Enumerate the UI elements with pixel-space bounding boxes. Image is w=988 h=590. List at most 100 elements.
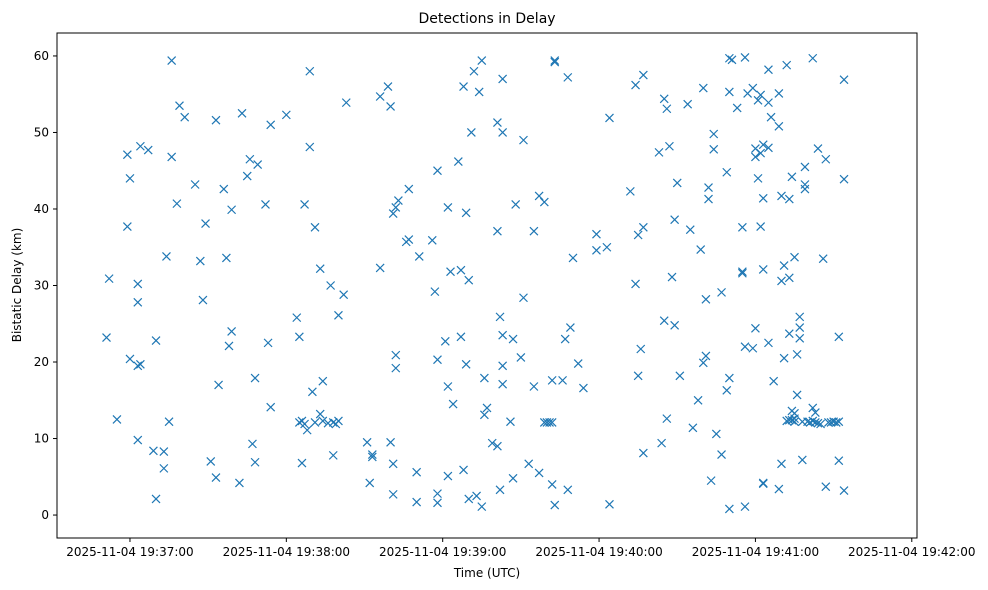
data-point-marker: [795, 323, 805, 333]
data-point-marker: [266, 402, 276, 412]
x-tick-label: 2025-11-04 19:41:00: [692, 545, 819, 559]
plot-area-frame: [56, 32, 918, 539]
data-point-marker: [563, 485, 573, 495]
data-point-marker: [227, 326, 237, 336]
data-point-marker: [774, 89, 784, 98]
data-point-marker: [698, 83, 708, 93]
x-tick-label: 2025-11-04 19:42:00: [848, 545, 975, 559]
data-point-marker: [300, 419, 310, 429]
data-point-marker: [568, 253, 578, 263]
data-point-marker: [792, 390, 802, 400]
data-point-marker: [605, 499, 614, 509]
y-tick-label: 40: [34, 202, 49, 216]
data-point-marker: [592, 229, 601, 239]
data-point-marker: [774, 484, 784, 494]
data-point-marker: [625, 186, 635, 196]
data-point-marker: [430, 287, 440, 297]
data-point-marker: [756, 90, 766, 100]
data-point-marker: [808, 403, 818, 413]
data-point-marker: [777, 191, 786, 201]
data-point-marker: [782, 60, 792, 70]
data-point-marker: [558, 375, 568, 385]
data-point-marker: [159, 463, 169, 473]
data-point-marker: [443, 471, 453, 481]
data-point-marker: [175, 101, 184, 111]
data-point-marker: [261, 199, 270, 209]
data-point-marker: [498, 361, 508, 371]
data-point-marker: [808, 53, 818, 63]
data-point-marker: [784, 273, 794, 283]
data-point-marker: [810, 408, 820, 417]
data-point-marker: [206, 457, 216, 466]
data-point-marker: [472, 491, 482, 501]
data-point-marker: [391, 350, 401, 360]
data-point-marker: [638, 70, 648, 80]
data-point-marker: [412, 497, 422, 507]
data-point-marker: [602, 242, 612, 252]
data-point-marker: [688, 423, 698, 433]
data-point-marker: [516, 352, 526, 362]
data-point-marker: [774, 121, 784, 131]
data-point-marker: [443, 203, 453, 212]
data-point-marker: [547, 480, 557, 489]
data-point-marker: [631, 80, 640, 90]
data-point-marker: [816, 419, 826, 429]
data-point-marker: [717, 450, 726, 460]
data-point-marker: [578, 383, 588, 393]
data-point-marker: [779, 261, 789, 271]
data-point-marker: [756, 222, 766, 232]
data-point-marker: [834, 417, 844, 427]
data-point-marker: [495, 312, 505, 322]
data-point-marker: [227, 205, 237, 215]
data-point-marker: [756, 148, 766, 158]
data-point-marker: [248, 439, 257, 449]
data-point-marker: [654, 147, 664, 157]
data-point-marker: [479, 410, 489, 420]
data-point-marker: [683, 99, 693, 109]
data-point-marker: [242, 171, 252, 181]
data-point-marker: [281, 110, 291, 120]
data-point-marker: [219, 184, 229, 194]
data-point-marker: [740, 502, 750, 512]
data-point-marker: [659, 94, 669, 104]
data-point-marker: [662, 104, 672, 114]
data-point-marker: [748, 83, 758, 93]
data-point-marker: [498, 74, 508, 84]
data-point-marker: [214, 380, 224, 390]
data-point-marker: [302, 425, 312, 435]
data-point-marker: [482, 403, 492, 413]
data-point-marker: [740, 342, 750, 352]
data-point-marker: [391, 203, 401, 212]
data-point-marker: [636, 344, 646, 354]
data-point-marker: [388, 209, 398, 219]
data-point-marker: [592, 245, 601, 255]
data-point-marker: [318, 376, 328, 386]
data-point-marker: [790, 417, 799, 427]
data-point-marker: [453, 157, 463, 166]
data-point-marker: [808, 416, 818, 426]
data-point-marker: [495, 485, 505, 495]
data-point-marker: [777, 459, 786, 469]
data-point-marker: [135, 141, 145, 151]
data-point-marker: [529, 382, 539, 391]
data-point-marker: [365, 478, 375, 488]
data-point-marker: [764, 98, 773, 108]
data-point-marker: [328, 450, 338, 460]
data-point-marker: [519, 293, 528, 303]
data-point-marker: [818, 254, 828, 264]
data-point-marker: [722, 385, 732, 395]
data-point-marker: [404, 184, 414, 194]
data-point-marker: [550, 57, 560, 67]
data-point-marker: [245, 154, 255, 164]
data-point-marker: [180, 112, 190, 122]
data-point-marker: [813, 418, 823, 428]
y-tick-label: 60: [34, 49, 49, 63]
data-point-marker: [211, 115, 221, 125]
data-point-marker: [709, 144, 719, 154]
data-point-marker: [440, 336, 450, 346]
data-point-marker: [506, 417, 515, 427]
data-points: [102, 53, 849, 514]
data-point-marker: [724, 504, 734, 514]
data-point-marker: [104, 274, 114, 284]
